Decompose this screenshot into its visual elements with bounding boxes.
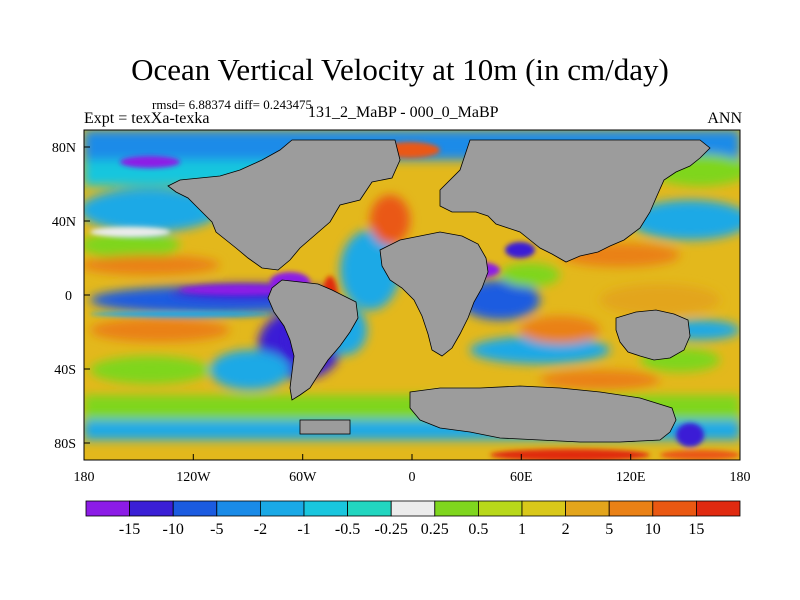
longitude-labels: 180 120W 60W 0 60E 120E 180 [74, 470, 751, 485]
colorbar-label: 5 [605, 521, 613, 538]
colorbar-swatch [608, 500, 654, 517]
eurasia [439, 139, 711, 263]
colorbar: -15 -10 -5 -2 -1 -0.5 -0.25 0.25 0.5 1 2 5 10 15 [85, 500, 741, 538]
colorbar-label: 2 [562, 521, 570, 538]
continents [167, 139, 711, 443]
colorbar-swatch [390, 500, 436, 517]
colorbar-swatch [652, 500, 697, 517]
lon-tick: 120W [176, 470, 211, 485]
lon-tick: 180 [730, 470, 751, 485]
colorbar-label: -0.25 [375, 521, 408, 538]
colorbar-swatch [565, 500, 610, 517]
lat-tick: 40S [54, 363, 76, 378]
axis-ticks [83, 146, 741, 460]
colorbar-label: -15 [119, 521, 140, 538]
colorbar-swatch [172, 500, 218, 517]
latitude-labels: 80N 40N 0 40S 80S [52, 141, 76, 452]
north-america [167, 139, 401, 271]
lon-tick: 0 [409, 470, 416, 485]
colorbar-label: 1 [518, 521, 526, 538]
colorbar-label: -5 [210, 521, 223, 538]
colorbar-swatch [259, 500, 305, 517]
map-title: Ocean Vertical Velocity at 10m (in cm/da… [131, 52, 669, 87]
colorbar-label: -1 [297, 521, 310, 538]
colorbar-label: 15 [688, 521, 704, 538]
colorbar-label: 10 [645, 521, 661, 538]
antarctica [409, 385, 677, 443]
lat-tick: 0 [65, 289, 72, 304]
colorbar-label: -10 [163, 521, 184, 538]
colorbar-swatch [434, 500, 479, 517]
lon-tick: 60E [510, 470, 533, 485]
colorbar-swatch [129, 500, 174, 517]
south-america [267, 279, 359, 401]
comparison-label: 131_2_MaBP - 000_0_MaBP [308, 104, 499, 121]
africa [379, 231, 489, 357]
season-label: ANN [707, 110, 742, 127]
experiment-label: Expt = texXa-texka [84, 110, 210, 127]
colorbar-swatch [303, 500, 348, 517]
lat-tick: 40N [52, 215, 76, 230]
colorbar-swatch [696, 500, 741, 517]
antarctic-peninsula [299, 419, 351, 435]
colorbar-swatch [85, 500, 130, 517]
australia [615, 309, 691, 361]
colorbar-swatch [347, 500, 392, 517]
colorbar-label: 0.25 [421, 521, 449, 538]
lat-tick: 80S [54, 437, 76, 452]
lon-tick: 180 [74, 470, 95, 485]
lon-tick: 120E [616, 470, 646, 485]
colorbar-label: 0.5 [468, 521, 488, 538]
colorbar-swatch [216, 500, 261, 517]
colorbar-swatch [477, 500, 523, 517]
ocean-field [84, 130, 740, 460]
lat-tick: 80N [52, 141, 76, 156]
colorbar-label: -0.5 [335, 521, 360, 538]
lon-tick: 60W [289, 470, 317, 485]
colorbar-label: -2 [254, 521, 267, 538]
colorbar-swatch [521, 500, 566, 517]
rmsd-stats: rmsd= 6.88374 diff= 0.243475 [152, 97, 312, 112]
